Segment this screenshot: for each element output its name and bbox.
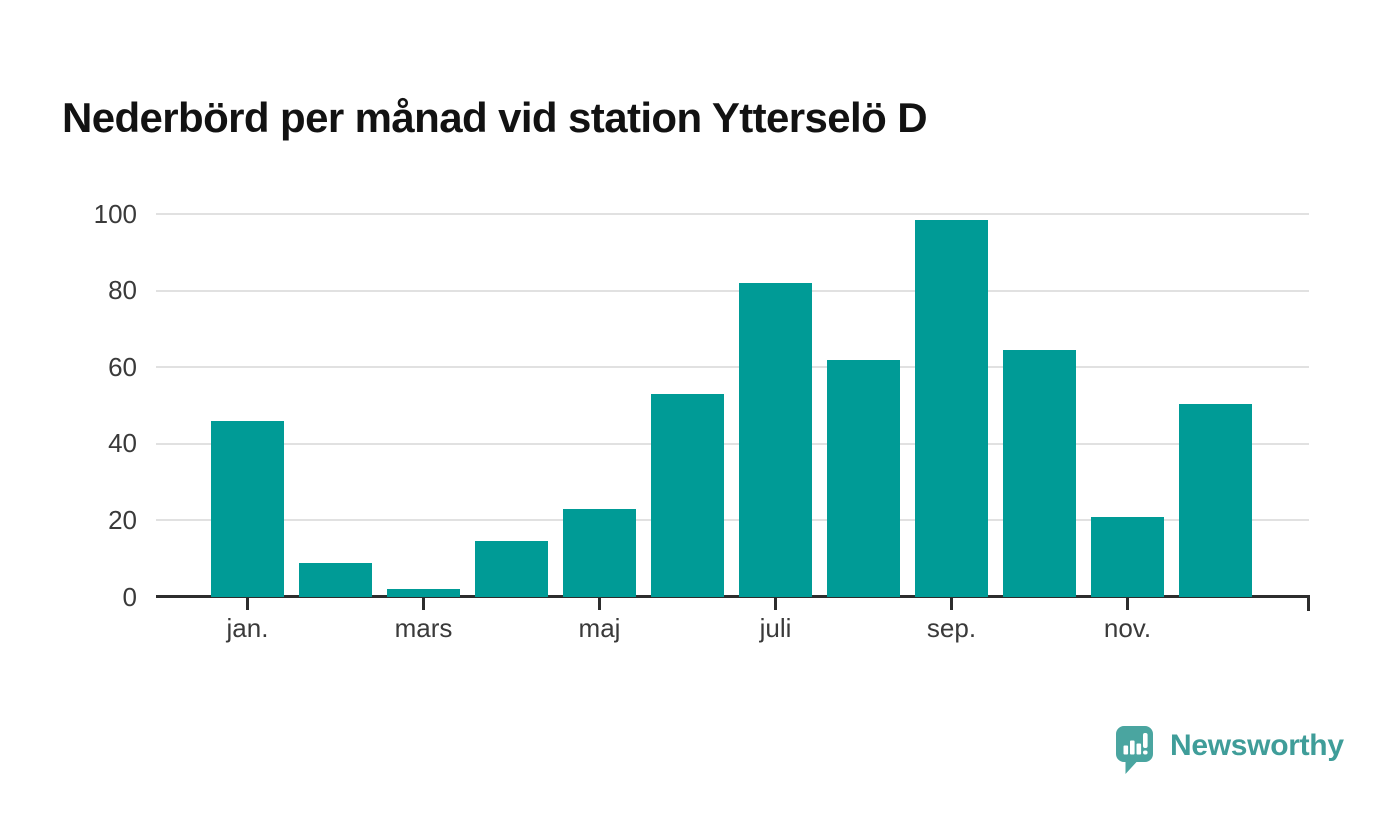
bar-nov	[1091, 516, 1164, 597]
x-tick-maj	[598, 597, 601, 610]
newsworthy-logo-icon	[1116, 726, 1153, 774]
x-tick-nov	[1126, 597, 1129, 610]
x-tick-label-maj: maj	[578, 613, 621, 643]
plot-area	[156, 213, 1310, 611]
x-tick-label-juli: juli	[759, 613, 792, 643]
y-tick-label-80: 80	[108, 275, 137, 306]
gridline-20	[156, 519, 1309, 522]
x-tick-mars	[422, 597, 425, 610]
y-tick-label-60: 60	[108, 351, 137, 382]
x-tick-jan	[246, 597, 249, 610]
bar-jan	[211, 420, 284, 597]
bar-okt	[1003, 349, 1076, 597]
y-tick-label-40: 40	[108, 428, 137, 459]
bar-juli	[739, 282, 812, 597]
x-axis-line	[156, 595, 1309, 598]
x-tick-juli	[774, 597, 777, 610]
y-tick-label-100: 100	[93, 198, 137, 229]
bar-maj	[563, 508, 636, 597]
x-tick-sep	[950, 597, 953, 610]
bar-april	[475, 541, 548, 597]
gridline-80	[156, 289, 1309, 292]
gridline-40	[156, 442, 1309, 445]
bar-feb	[299, 562, 372, 597]
x-tick-label-nov: nov.	[1103, 613, 1152, 643]
chart-title: Nederbörd per månad vid station Yttersel…	[62, 94, 928, 142]
bar-aug	[827, 359, 900, 597]
y-axis-labels: 0 20 40 60 80 100	[0, 200, 137, 610]
x-axis-end-tick	[1307, 595, 1310, 611]
x-tick-label-sep: sep.	[926, 613, 977, 643]
x-tick-label-mars: mars	[394, 613, 453, 643]
newsworthy-logo-text: Newsworthy	[1170, 729, 1344, 762]
bar-juni	[651, 394, 724, 597]
bar-mars	[387, 589, 460, 597]
bar-sep	[915, 219, 988, 597]
y-tick-label-20: 20	[108, 504, 137, 535]
gridline-60	[156, 366, 1309, 369]
newsworthy-logo: Newsworthy	[1116, 726, 1344, 774]
x-tick-label-jan: jan.	[226, 613, 269, 643]
y-tick-label-0: 0	[122, 581, 137, 612]
gridline-100	[156, 213, 1309, 215]
bar-dec	[1179, 403, 1252, 597]
